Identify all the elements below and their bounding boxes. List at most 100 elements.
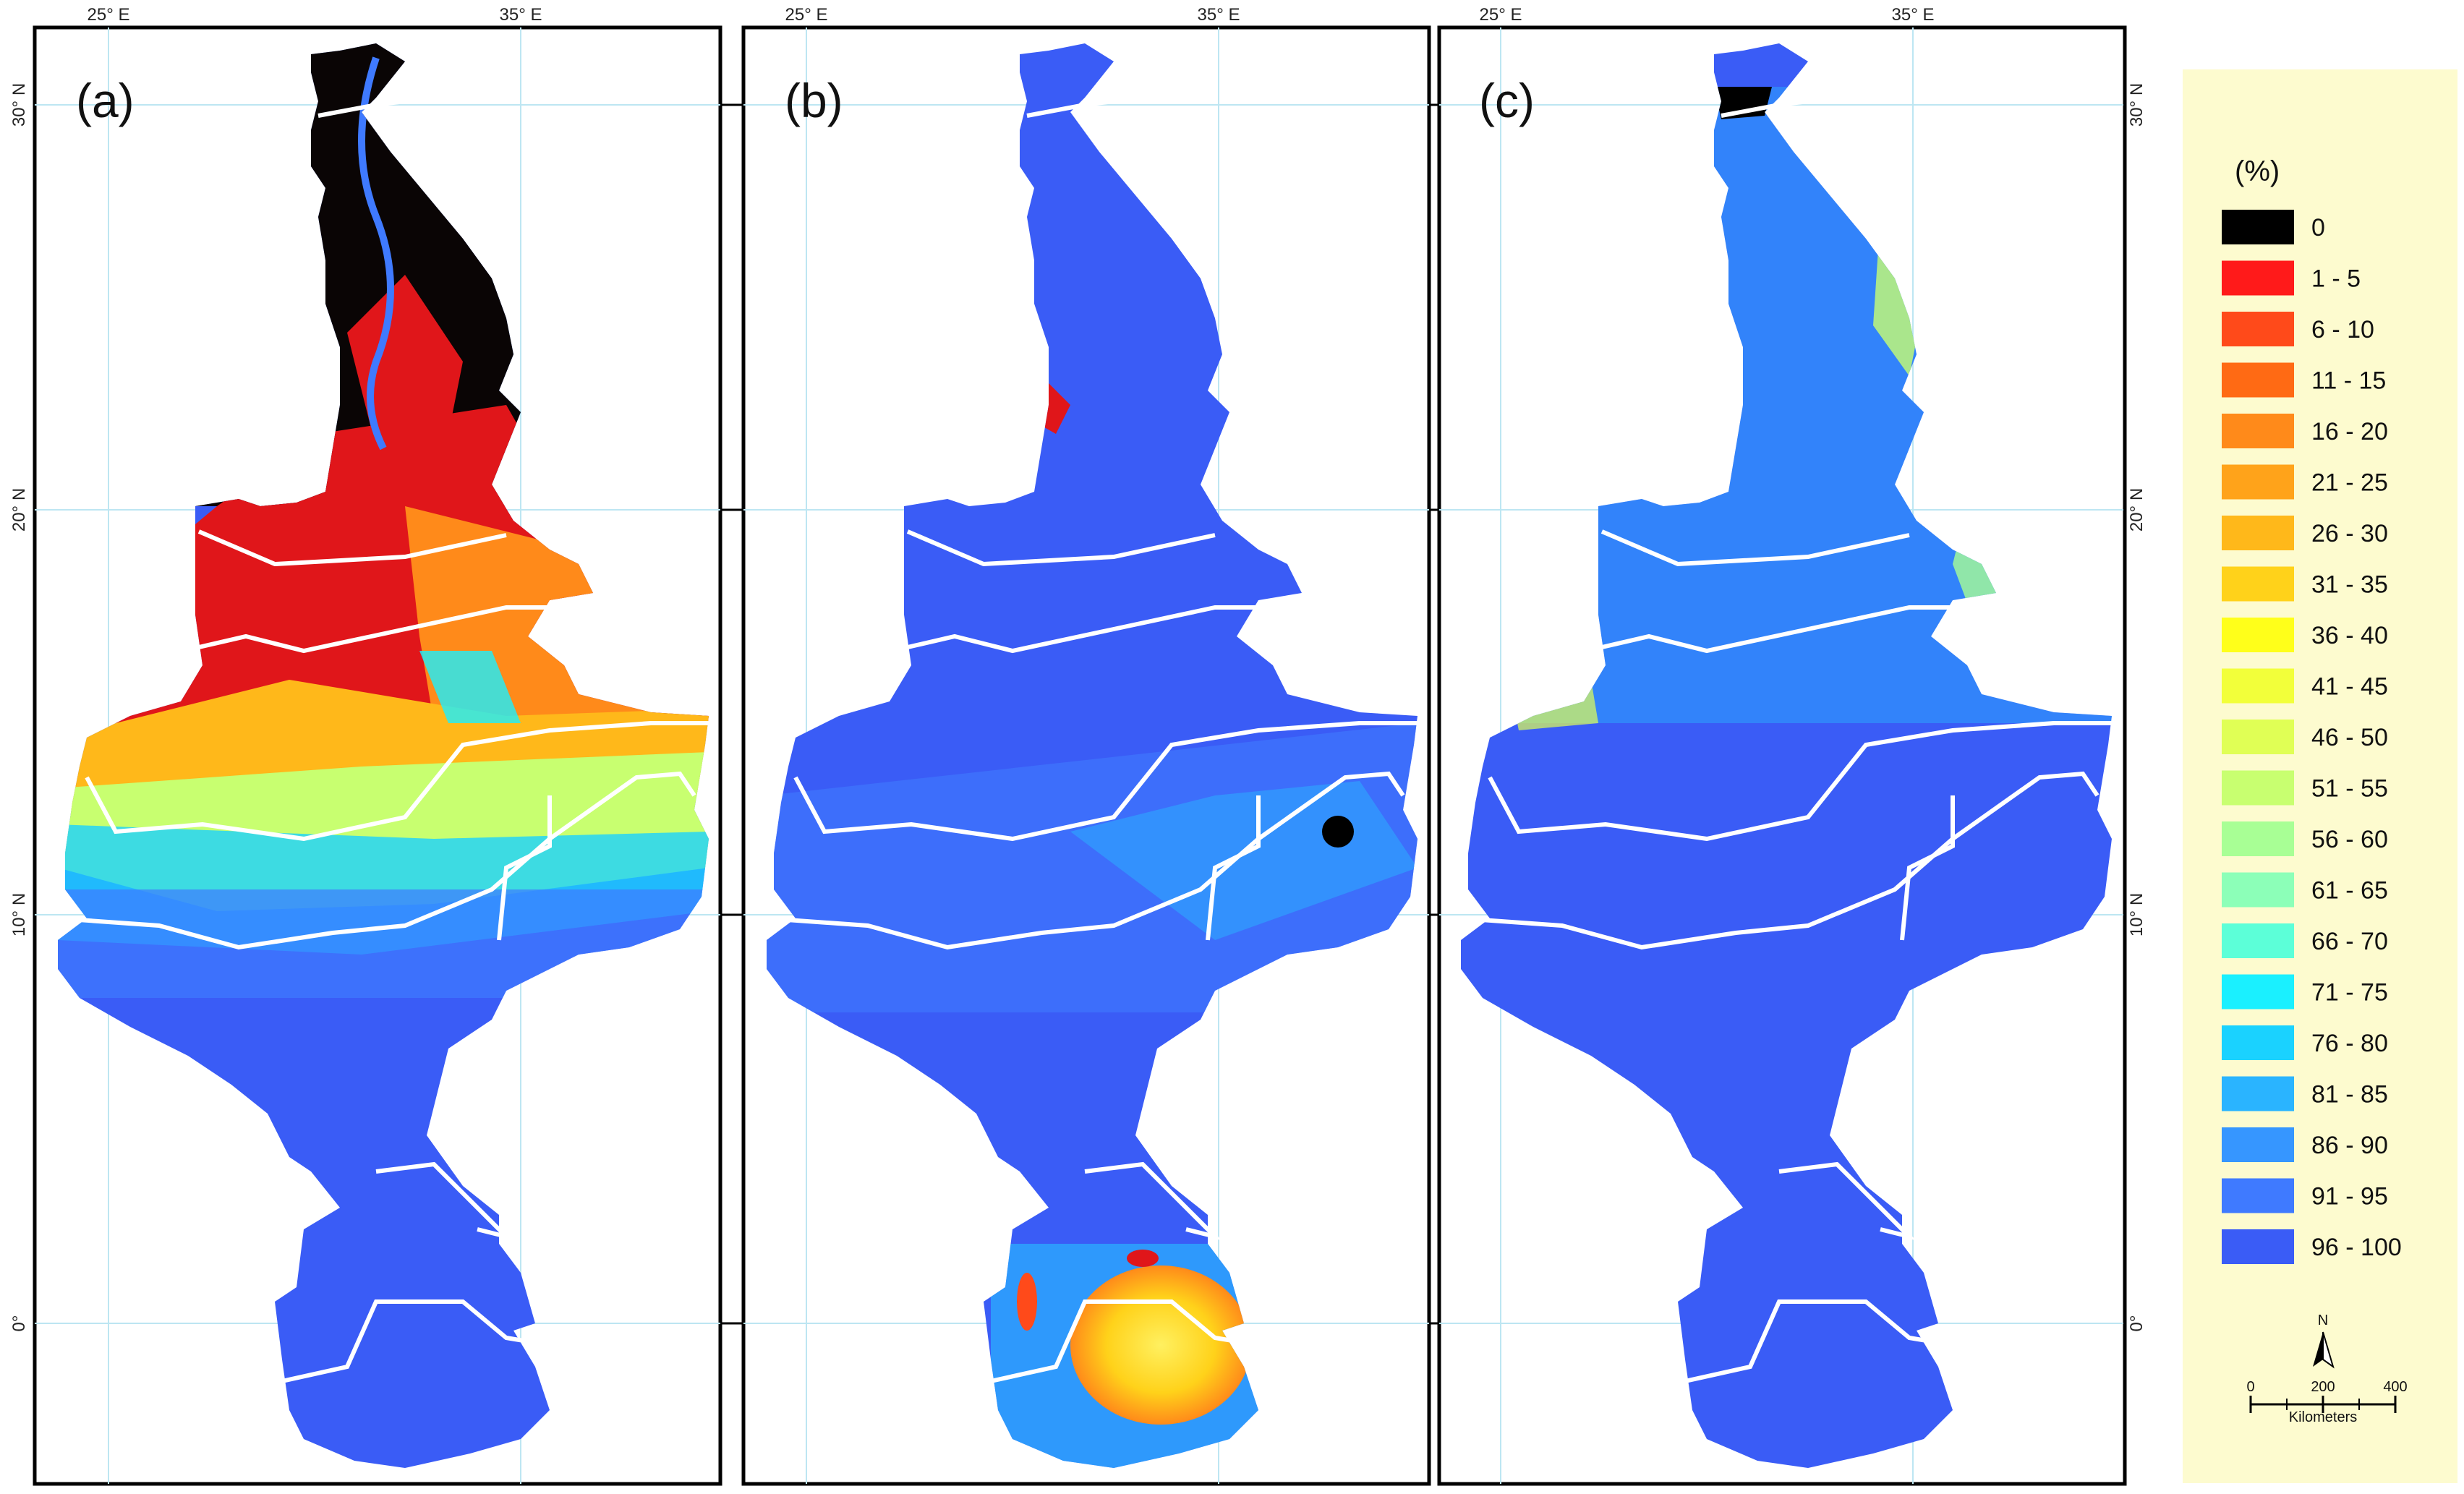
- legend-label: 46 - 50: [2311, 724, 2388, 751]
- legend-label: 41 - 45: [2311, 673, 2388, 701]
- lat-label: 20° N: [9, 488, 29, 532]
- north-arrow-icon: N: [2313, 1312, 2335, 1369]
- legend-swatch: [2222, 974, 2294, 1009]
- lat-label: 10° N: [2127, 893, 2147, 936]
- legend-swatch: [2222, 1127, 2294, 1162]
- lon-label: 25° E: [1480, 5, 1522, 25]
- longitude-labels: 25° E 35° E 25° E 35° E 25° E 35° E: [88, 5, 1935, 25]
- legend-label: 91 - 95: [2311, 1183, 2388, 1211]
- legend-swatch: [2222, 668, 2294, 704]
- legend-swatch: [2222, 566, 2294, 602]
- legend-item: 0: [2222, 210, 2325, 244]
- legend-swatch: [2222, 210, 2294, 244]
- tick-marks: [720, 103, 1439, 1325]
- legend-label: 81 - 85: [2311, 1081, 2388, 1109]
- legend-item: 66 - 70: [2222, 923, 2388, 958]
- legend-label: 61 - 65: [2311, 877, 2388, 905]
- legend-swatch: [2222, 1229, 2294, 1264]
- legend-label: 36 - 40: [2311, 622, 2388, 649]
- legend-item: 61 - 65: [2222, 872, 2388, 908]
- map-panel-b: (b): [741, 25, 1431, 1486]
- legend-label: 86 - 90: [2311, 1132, 2388, 1159]
- lon-label: 25° E: [785, 5, 828, 25]
- lon-label: 35° E: [500, 5, 542, 25]
- legend-item: 81 - 85: [2222, 1076, 2388, 1111]
- legend-swatch: [2222, 720, 2294, 754]
- legend-item: 41 - 45: [2222, 668, 2388, 704]
- scale-bar: 0 200 400 Kilometers: [2246, 1379, 2407, 1425]
- legend-item: 21 - 25: [2222, 464, 2388, 500]
- lon-label: 35° E: [1892, 5, 1935, 25]
- legend-item: 56 - 60: [2222, 821, 2388, 856]
- legend-swatch: [2222, 1025, 2294, 1060]
- legend-item: 51 - 55: [2222, 770, 2388, 806]
- legend-label: 6 - 10: [2311, 316, 2374, 343]
- legend-label: 0: [2311, 214, 2325, 242]
- legend-label: 51 - 55: [2311, 775, 2388, 803]
- legend-label: 16 - 20: [2311, 418, 2388, 445]
- map-panel-c: (c): [1437, 25, 2127, 1486]
- legend-item: 16 - 20: [2222, 414, 2388, 448]
- legend-swatch: [2222, 516, 2294, 550]
- legend-label: 56 - 60: [2311, 826, 2388, 853]
- admin-boundaries: [57, 99, 709, 1383]
- legend-label: 71 - 75: [2311, 979, 2388, 1007]
- legend-swatch: [2222, 362, 2294, 398]
- legend-item: 86 - 90: [2222, 1127, 2388, 1162]
- legend-label: 31 - 35: [2311, 571, 2388, 599]
- legend-swatch: [2222, 770, 2294, 806]
- legend-swatch: [2222, 923, 2294, 958]
- latitude-labels-left: 30° N 20° N 10° N 0°: [9, 83, 29, 1332]
- scale-tick-label: 400: [2383, 1379, 2407, 1395]
- admin-boundaries: [1460, 99, 2112, 1383]
- legend-label: 21 - 25: [2311, 469, 2388, 497]
- legend-label: 26 - 30: [2311, 520, 2388, 547]
- legend-swatch: [2222, 1178, 2294, 1213]
- panel-label-a: (a): [76, 74, 135, 127]
- legend-item: 71 - 75: [2222, 974, 2388, 1009]
- legend-item: 36 - 40: [2222, 618, 2388, 652]
- legend-swatch: [2222, 464, 2294, 500]
- latitude-labels-right: 30° N 20° N 10° N 0°: [2127, 83, 2147, 1332]
- legend-label: 1 - 5: [2311, 265, 2361, 293]
- lat-label: 30° N: [9, 83, 29, 127]
- admin-boundaries: [766, 99, 1418, 1383]
- legend-swatch: [2222, 821, 2294, 856]
- legend-label: 96 - 100: [2311, 1234, 2402, 1261]
- legend-panel: (%) 0 1 - 5 6 - 10 11 - 15 16 - 20 21 - 25 26 …: [2183, 69, 2457, 1483]
- legend-label: 76 - 80: [2311, 1030, 2388, 1057]
- lat-label: 10° N: [9, 893, 29, 936]
- legend-swatch: [2222, 312, 2294, 346]
- lat-label: 30° N: [2127, 83, 2147, 127]
- north-arrow-label: N: [2318, 1312, 2328, 1328]
- scale-unit-label: Kilometers: [2289, 1409, 2357, 1425]
- map-panel-a: (a): [33, 25, 722, 1486]
- panel-label-b: (b): [785, 74, 843, 127]
- legend-label: 11 - 15: [2311, 367, 2386, 395]
- legend-swatch: [2222, 618, 2294, 652]
- legend-item: 96 - 100: [2222, 1229, 2402, 1264]
- legend-swatch: [2222, 260, 2294, 296]
- lon-label: 35° E: [1198, 5, 1240, 25]
- legend-item: 1 - 5: [2222, 260, 2361, 296]
- legend-item: 6 - 10: [2222, 312, 2374, 346]
- legend-swatch: [2222, 872, 2294, 908]
- scale-tick-label: 0: [2246, 1379, 2254, 1395]
- panel-label-c: (c): [1479, 74, 1535, 127]
- lat-label: 0°: [2127, 1315, 2147, 1332]
- legend-item: 76 - 80: [2222, 1025, 2388, 1060]
- legend-label: 66 - 70: [2311, 928, 2388, 955]
- lat-label: 20° N: [2127, 488, 2147, 532]
- legend-rows: 0 1 - 5 6 - 10 11 - 15 16 - 20 21 - 25 26 - 30…: [2222, 210, 2402, 1264]
- legend-item: 31 - 35: [2222, 566, 2388, 602]
- legend-swatch: [2222, 414, 2294, 448]
- legend-item: 26 - 30: [2222, 516, 2388, 550]
- legend-title: (%): [2235, 155, 2280, 187]
- legend-item: 11 - 15: [2222, 362, 2386, 398]
- scale-tick-label: 200: [2311, 1379, 2335, 1395]
- legend-item: 46 - 50: [2222, 720, 2388, 754]
- lat-label: 0°: [9, 1315, 29, 1332]
- legend-swatch: [2222, 1076, 2294, 1111]
- lon-label: 25° E: [88, 5, 130, 25]
- legend-item: 91 - 95: [2222, 1178, 2388, 1213]
